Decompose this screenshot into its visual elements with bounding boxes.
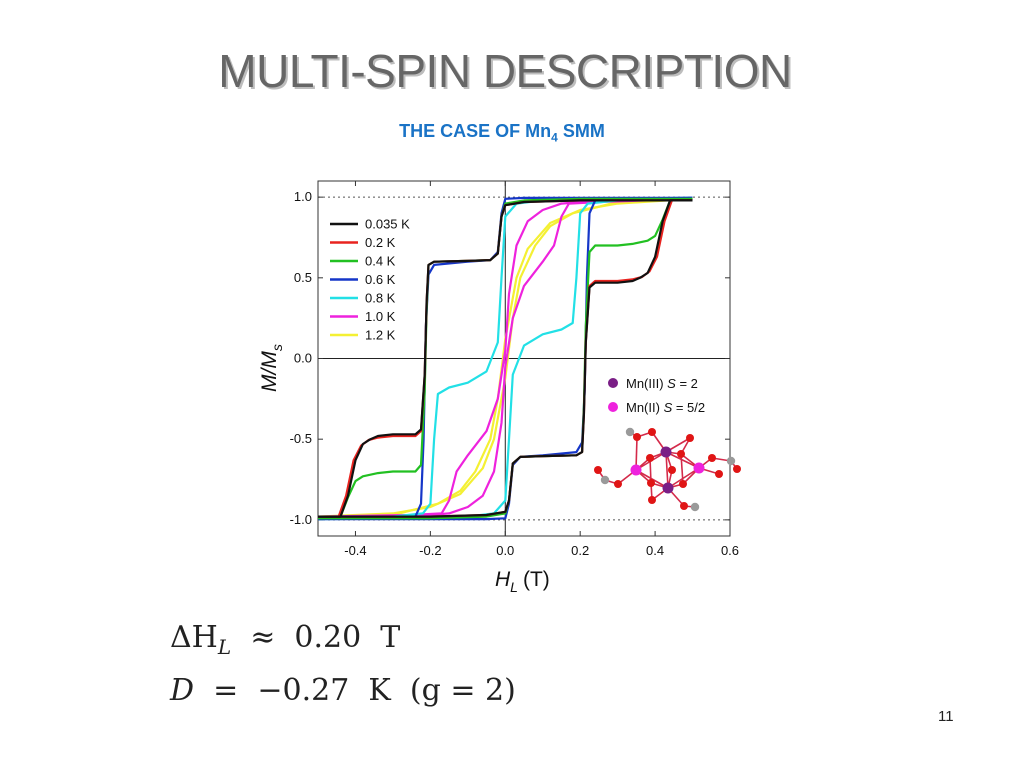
- atom-oxygen: [614, 480, 622, 488]
- x-axis-label-sub: L: [510, 579, 518, 595]
- subtitle-tail: SMM: [557, 121, 605, 141]
- ion-legend: Mn(III) S = 2 Mn(II) S = 5/2: [608, 376, 705, 415]
- molecule-bond: [635, 436, 638, 471]
- atom-oxygen: [680, 502, 688, 510]
- ion-legend-spin-symbol: S: [667, 376, 676, 391]
- eq1-lhs: ΔH: [170, 620, 218, 655]
- x-tick-label: 0.0: [496, 543, 514, 558]
- atom-carbon: [600, 475, 610, 485]
- ion-legend-spin-symbol: S: [664, 400, 673, 415]
- ion-legend-marker: [608, 378, 618, 388]
- ion-legend-label: Mn(III) S = 2: [626, 376, 698, 391]
- molecule-bond: [635, 469, 669, 489]
- x-tick-label: 0.6: [721, 543, 739, 558]
- y-tick-label: 0.0: [294, 351, 312, 366]
- legend: 0.035 K 0.2 K 0.4 K 0.6 K 0.8 K 1.0 K 1.2 K: [330, 217, 410, 343]
- axis-ticks: -0.4 -0.2 0.0 0.2 0.4 0.6 -1.0 -0.5 0.0 0.5 1.0: [290, 181, 739, 558]
- legend-label: 0.035 K: [365, 217, 410, 232]
- slide-subtitle: THE CASE OF Mn4 SMM: [0, 121, 1004, 145]
- molecule-bond: [665, 451, 669, 489]
- atom-oxygen: [594, 466, 602, 474]
- eq1-unit: T: [380, 620, 401, 655]
- eq1-value: 0.20: [294, 620, 362, 655]
- y-tick-label: 0.5: [294, 270, 312, 285]
- atom-oxygen: [633, 433, 641, 441]
- atom-oxygen: [708, 454, 716, 462]
- y-tick-label: -1.0: [290, 512, 312, 527]
- molecule-bond: [680, 453, 684, 485]
- y-tick-label: -0.5: [290, 431, 312, 446]
- atom-oxygen: [679, 480, 687, 488]
- series-1-0-K: [317, 197, 693, 520]
- ion-legend-spin-value: = 5/2: [672, 400, 705, 415]
- atom-oxygen: [677, 450, 685, 458]
- x-tick-label: -0.4: [344, 543, 366, 558]
- ion-legend-label: Mn(II) S = 5/2: [626, 400, 705, 415]
- atom-carbon: [690, 502, 700, 512]
- atom-carbon: [625, 427, 635, 437]
- x-axis-label: HL (T): [495, 568, 550, 595]
- atom-mn3: [660, 446, 672, 458]
- molecule-bond: [649, 457, 652, 484]
- legend-label: 1.0 K: [365, 309, 396, 324]
- y-tick-label: 1.0: [294, 189, 312, 204]
- atom-oxygen: [647, 479, 655, 487]
- atom-mn2: [630, 464, 642, 476]
- atom-oxygen: [668, 466, 676, 474]
- y-axis-label-sub: s: [269, 344, 285, 351]
- atom-oxygen: [733, 465, 741, 473]
- mn4-molecule-structure: [594, 427, 741, 512]
- legend-label: 1.2 K: [365, 328, 396, 343]
- atom-mn2: [693, 462, 705, 474]
- series-0-035-K: [318, 199, 693, 518]
- atom-mn3: [662, 482, 674, 494]
- subtitle-main: THE CASE OF Mn: [399, 121, 552, 141]
- y-axis-label-main: M/M: [258, 351, 281, 392]
- atom-oxygen: [715, 470, 723, 478]
- legend-label: 0.6 K: [365, 272, 396, 287]
- slide-title: MULTI-SPIN DESCRIPTION: [218, 45, 792, 97]
- x-axis-label-main: H: [495, 568, 511, 591]
- x-tick-label: -0.2: [419, 543, 441, 558]
- ion-legend-spin-value: = 2: [676, 376, 698, 391]
- series-layer: [317, 196, 693, 521]
- ion-legend-name: Mn(III): [626, 376, 667, 391]
- ion-legend-name: Mn(II): [626, 400, 664, 415]
- atom-oxygen: [648, 496, 656, 504]
- eq1-subscript: L: [217, 635, 232, 659]
- atom-oxygen: [648, 428, 656, 436]
- eq1-relation: ≈: [250, 620, 276, 655]
- series-line-up: [318, 199, 693, 518]
- series-line-down: [318, 196, 693, 521]
- equation-d-parameter: D = −0.27 K (g = 2): [170, 673, 516, 708]
- eq2-lhs: D: [170, 673, 195, 708]
- eq2-relation: =: [213, 673, 239, 708]
- eq2-value: −0.27: [257, 673, 350, 708]
- subtitle-subscript: 4: [551, 130, 558, 145]
- x-tick-label: 0.4: [646, 543, 664, 558]
- legend-label: 0.2 K: [365, 235, 396, 250]
- atom-oxygen: [646, 454, 654, 462]
- atom-oxygen: [686, 434, 694, 442]
- molecule-bond: [665, 451, 700, 469]
- series-line-up: [317, 197, 693, 518]
- eq2-unit: K: [368, 673, 391, 708]
- legend-label: 0.8 K: [365, 291, 396, 306]
- x-tick-label: 0.2: [571, 543, 589, 558]
- y-axis-label: M/Ms: [258, 344, 285, 392]
- legend-label: 0.4 K: [365, 254, 396, 269]
- molecule-bond: [667, 467, 700, 489]
- atom-carbon: [726, 456, 736, 466]
- x-axis-label-unit: (T): [523, 568, 550, 591]
- series-line-up: [318, 196, 693, 520]
- series-line-down: [317, 197, 693, 520]
- ion-legend-marker: [608, 402, 618, 412]
- eq2-note: (g = 2): [409, 673, 516, 708]
- series-line-down: [318, 199, 693, 518]
- page-number: 11: [938, 708, 954, 725]
- series-0-6-K: [318, 196, 693, 521]
- equation-delta-h: ΔHL ≈ 0.20 T: [170, 620, 400, 659]
